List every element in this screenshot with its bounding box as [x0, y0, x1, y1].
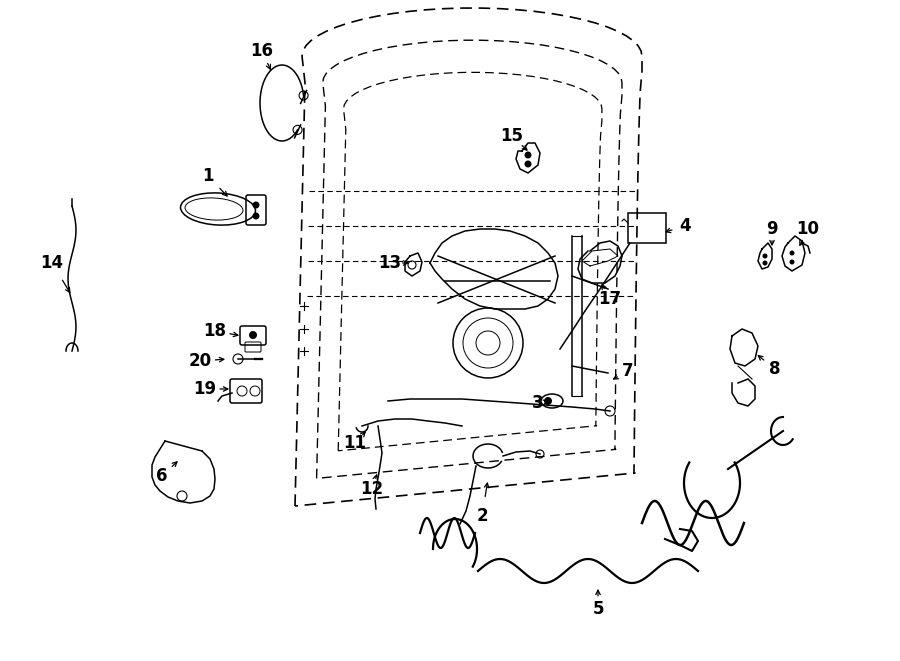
Text: 18: 18: [203, 322, 227, 340]
Circle shape: [544, 397, 552, 405]
Circle shape: [762, 260, 768, 266]
Text: 9: 9: [766, 220, 778, 238]
Text: 10: 10: [796, 220, 820, 238]
Text: 16: 16: [250, 42, 274, 60]
Circle shape: [789, 260, 795, 264]
Circle shape: [525, 151, 532, 159]
Text: 11: 11: [344, 434, 366, 452]
Text: 15: 15: [500, 127, 524, 145]
Text: 2: 2: [476, 507, 488, 525]
Text: 13: 13: [378, 254, 401, 272]
Text: 8: 8: [770, 360, 781, 378]
Circle shape: [789, 251, 795, 256]
Text: 7: 7: [622, 362, 634, 380]
Text: 1: 1: [202, 167, 214, 185]
Bar: [628, 213, 666, 243]
Text: 5: 5: [592, 600, 604, 618]
Circle shape: [525, 161, 532, 167]
Text: 6: 6: [157, 467, 167, 485]
Circle shape: [253, 212, 259, 219]
Text: 20: 20: [188, 352, 212, 370]
Text: 14: 14: [40, 254, 64, 272]
Text: 17: 17: [598, 290, 622, 308]
Circle shape: [762, 254, 768, 258]
Text: 4: 4: [680, 217, 691, 235]
Text: 19: 19: [194, 380, 217, 398]
Circle shape: [253, 202, 259, 208]
Text: 12: 12: [360, 480, 383, 498]
Text: 3: 3: [532, 394, 544, 412]
Circle shape: [249, 331, 257, 339]
